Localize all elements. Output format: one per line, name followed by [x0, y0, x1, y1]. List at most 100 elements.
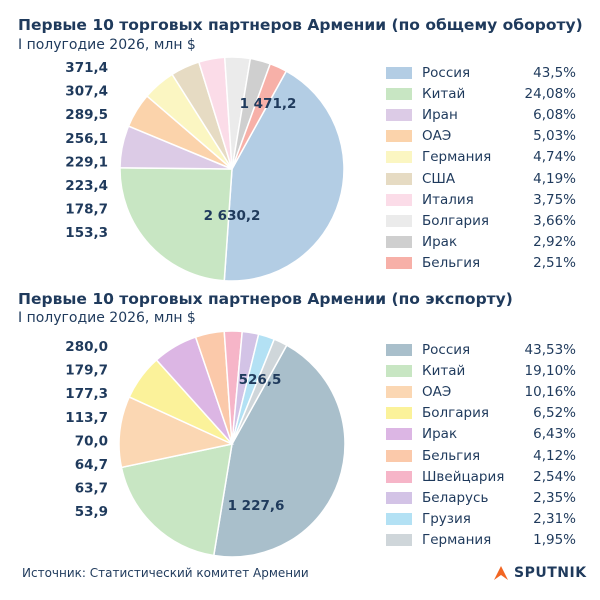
- data-label-2-5: 177,3: [65, 386, 108, 402]
- data-label-2-9: 63,7: [75, 481, 108, 497]
- data-label-2-4: 179,7: [65, 363, 108, 379]
- pie-slice-1-2: [119, 166, 233, 282]
- legend-percent: 24,08%: [524, 85, 576, 102]
- legend-item-2-8: Беларусь 2,35%: [386, 487, 576, 508]
- data-label-2-8: 64,7: [75, 457, 108, 473]
- legend-item-2-3: ОАЭ 10,16%: [386, 381, 576, 402]
- legend-percent: 6,08%: [533, 106, 576, 123]
- data-label-2-3: 280,0: [65, 339, 108, 355]
- legend-percent: 43,53%: [524, 341, 576, 358]
- data-label-2-6: 113,7: [65, 410, 108, 426]
- data-label-1-9: 178,7: [65, 202, 108, 218]
- chart-2-title: Первые 10 торговых партнеров Армении (по…: [18, 290, 513, 308]
- legend-swatch: [386, 236, 412, 249]
- legend-item-1-8: Болгария 3,66%: [386, 210, 576, 231]
- legend-item-2-4: Болгария 6,52%: [386, 403, 576, 424]
- data-label-1-7: 229,1: [65, 154, 108, 170]
- legend-percent: 3,66%: [533, 212, 576, 229]
- pie-slice-2-3: [118, 395, 235, 469]
- pie-slice-2-1: [212, 344, 346, 558]
- legend-swatch: [386, 214, 412, 227]
- data-label-1-2: 1 471,2: [240, 96, 297, 112]
- legend-percent: 1,95%: [533, 532, 576, 549]
- legend-percent: 4,19%: [533, 170, 576, 187]
- legend-item-2-1: Россия 43,53%: [386, 339, 576, 360]
- legend-label: Болгария: [422, 212, 489, 229]
- legend-swatch: [386, 108, 412, 121]
- data-label-2-1: 1 227,6: [228, 498, 285, 514]
- legend-swatch: [386, 343, 412, 356]
- legend-item-2-2: Китай 19,10%: [386, 360, 576, 381]
- legend-percent: 2,92%: [533, 234, 576, 251]
- data-label-1-3: 371,4: [65, 60, 108, 76]
- legend-percent: 3,75%: [533, 191, 576, 208]
- legend-item-1-3: Иран 6,08%: [386, 104, 576, 125]
- legend-label: Россия: [422, 341, 471, 358]
- legend-label: Китай: [422, 362, 466, 379]
- legend-swatch: [386, 449, 412, 462]
- legend-label: ОАЭ: [422, 128, 452, 145]
- legend-percent: 5,03%: [533, 128, 576, 145]
- pie-slice-2-10: [231, 338, 288, 445]
- data-label-2-2: 526,5: [239, 372, 282, 388]
- legend-item-1-9: Ирак 2,92%: [386, 232, 576, 253]
- legend-percent: 2,51%: [533, 255, 576, 272]
- legend-item-1-4: ОАЭ 5,03%: [386, 126, 576, 147]
- legend-item-2-6: Бельгия 4,12%: [386, 445, 576, 466]
- data-label-1-8: 223,4: [65, 178, 108, 194]
- legend-swatch: [386, 87, 412, 100]
- chart-1-subtitle: I полугодие 2026, млн $: [18, 37, 196, 53]
- legend-percent: 10,16%: [524, 383, 576, 400]
- sputnik-logo: SPUTNIK: [492, 564, 587, 582]
- legend-percent: 6,43%: [533, 426, 576, 443]
- legend-item-1-7: Италия 3,75%: [386, 189, 576, 210]
- legend-item-2-9: Грузия 2,31%: [386, 509, 576, 530]
- legend-label: Болгария: [422, 405, 489, 422]
- legend-label: Германия: [422, 532, 492, 549]
- legend-swatch: [386, 364, 412, 377]
- legend-label: США: [422, 170, 456, 187]
- sputnik-logo-icon: [494, 566, 508, 580]
- legend-label: Италия: [422, 191, 474, 208]
- legend-label: Ирак: [422, 426, 458, 443]
- data-label-1-10: 153,3: [65, 225, 108, 241]
- legend-percent: 2,54%: [533, 468, 576, 485]
- legend-item-1-6: США 4,19%: [386, 168, 576, 189]
- legend-swatch: [386, 407, 412, 420]
- legend-label: Ирак: [422, 234, 458, 251]
- data-label-1-4: 307,4: [65, 84, 108, 100]
- chart-1-title: Первые 10 торговых партнеров Армении (по…: [18, 16, 583, 34]
- sputnik-logo-text: SPUTNIK: [514, 565, 587, 581]
- chart-2-legend: Россия 43,53% Китай 19,10% ОАЭ 10,16% Болгария…: [386, 339, 576, 551]
- data-label-2-10: 53,9: [75, 504, 108, 520]
- legend-swatch: [386, 193, 412, 206]
- legend-label: Бельгия: [422, 255, 481, 272]
- legend-swatch: [386, 172, 412, 185]
- legend-swatch: [386, 491, 412, 504]
- legend-swatch: [386, 428, 412, 441]
- legend-swatch: [386, 257, 412, 270]
- legend-item-1-2: Китай 24,08%: [386, 83, 576, 104]
- legend-percent: 19,10%: [524, 362, 576, 379]
- legend-label: Грузия: [422, 511, 471, 528]
- source-note: Источник: Статистический комитет Армении: [22, 566, 309, 580]
- legend-item-1-1: Россия 43,5%: [386, 62, 576, 83]
- legend-swatch: [386, 534, 412, 547]
- legend-percent: 4,74%: [533, 149, 576, 166]
- pie-slice-2-2: [120, 443, 233, 557]
- legend-percent: 4,12%: [533, 447, 576, 464]
- legend-label: Беларусь: [422, 489, 489, 506]
- legend-swatch: [386, 130, 412, 143]
- legend-label: Китай: [422, 85, 466, 102]
- legend-label: Швейцария: [422, 468, 505, 485]
- legend-percent: 43,5%: [533, 64, 576, 81]
- chart-2-pie: 1 227,6 526,5 280,0 179,7 177,3 113,7 70,0 64,7…: [65, 330, 346, 558]
- legend-item-1-5: Германия 4,74%: [386, 147, 576, 168]
- legend-item-2-10: Германия 1,95%: [386, 530, 576, 551]
- legend-label: Россия: [422, 64, 471, 81]
- legend-item-1-10: Бельгия 2,51%: [386, 253, 576, 274]
- legend-percent: 2,35%: [533, 489, 576, 506]
- legend-swatch: [386, 151, 412, 164]
- legend-label: ОАЭ: [422, 383, 452, 400]
